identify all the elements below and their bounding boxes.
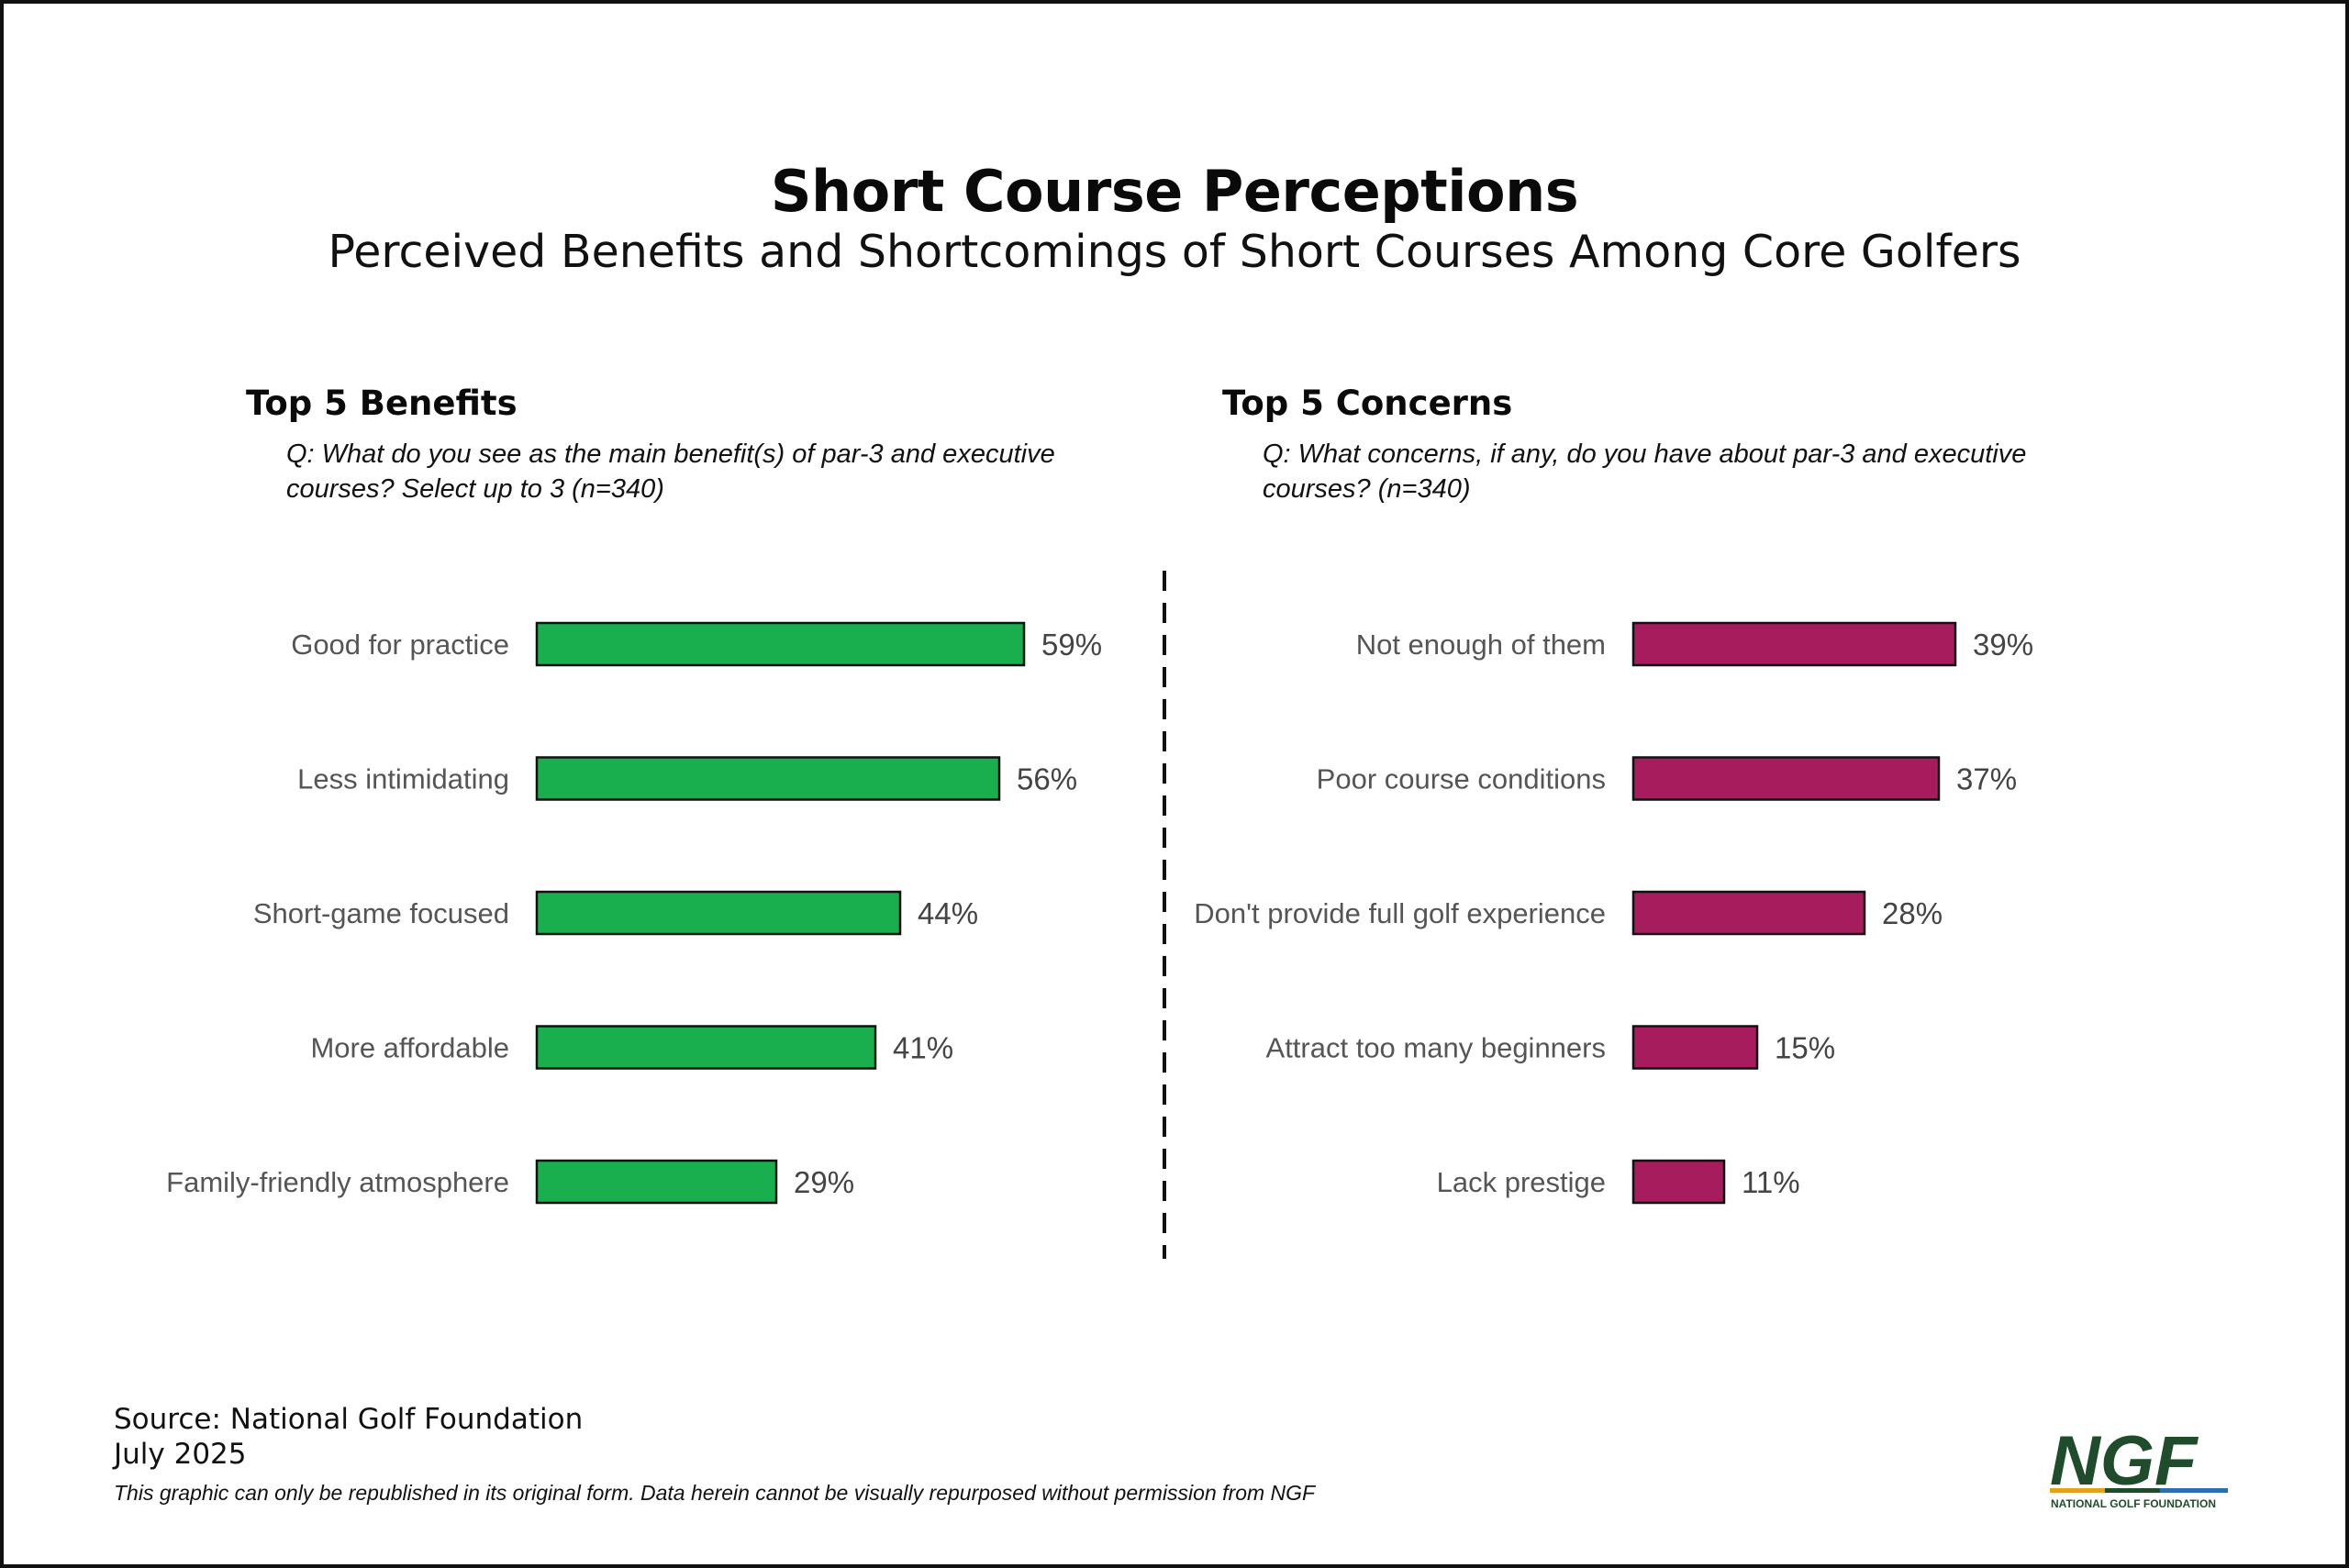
- concern-value-label: 11%: [1742, 1165, 1800, 1199]
- benefit-category-label: More affordable: [310, 1032, 509, 1064]
- concerns-panel-title: Top 5 Concerns: [1222, 384, 1513, 423]
- benefit-value-label: 41%: [893, 1031, 953, 1065]
- logo-mark: NGF: [2050, 1428, 2199, 1500]
- benefit-bar: [535, 621, 1026, 667]
- concern-category-label: Lack prestige: [1437, 1166, 1606, 1198]
- concerns-question: Q: What concerns, if any, do you have ab…: [1263, 439, 2027, 504]
- source-text: Source: National Golf Foundation: [114, 1403, 584, 1436]
- benefit-bar: [535, 890, 902, 936]
- benefit-value-label: 56%: [1017, 762, 1077, 796]
- benefit-value-label: 29%: [794, 1165, 854, 1199]
- disclaimer: This graphic can only be republished in …: [114, 1481, 1316, 1505]
- concern-bar: [1631, 756, 1941, 801]
- benefit-bar: [535, 1159, 778, 1205]
- concern-category-label: Not enough of them: [1356, 628, 1606, 661]
- benefits-panel-title: Top 5 Benefits: [246, 384, 518, 423]
- benefit-category-label: Short-game focused: [253, 897, 509, 929]
- concern-value-label: 39%: [1973, 628, 2033, 662]
- chart-subtitle: Perceived Benefits and Shortcomings of S…: [328, 226, 2021, 278]
- concern-bar: [1631, 1025, 1759, 1070]
- logo-stripe-green: [2105, 1488, 2160, 1493]
- benefit-category-label: Good for practice: [291, 628, 509, 661]
- benefit-value-label: 59%: [1041, 628, 1102, 662]
- benefits-question: Q: What do you see as the main benefit(s…: [286, 439, 1055, 504]
- benefit-bar: [535, 1025, 877, 1070]
- concern-category-label: Don't provide full golf experience: [1194, 897, 1606, 929]
- concern-value-label: 15%: [1775, 1031, 1835, 1065]
- ngf-logo: NGF NATIONAL GOLF FOUNDATION: [2050, 1428, 2228, 1510]
- concern-category-label: Attract too many beginners: [1266, 1032, 1606, 1064]
- concern-bar: [1631, 621, 1957, 667]
- chart-title: Short Course Perceptions: [770, 158, 1579, 225]
- benefit-category-label: Less intimidating: [297, 763, 509, 795]
- benefit-bar: [535, 756, 1001, 801]
- concern-bar: [1631, 890, 1866, 936]
- concern-value-label: 37%: [1956, 762, 2017, 796]
- concern-value-label: 28%: [1882, 896, 1943, 930]
- source-date: July 2025: [114, 1438, 247, 1471]
- logo-stripe-gold: [2050, 1488, 2105, 1493]
- source-note: Source: National Golf Foundation July 20…: [114, 1402, 583, 1472]
- concern-bar: [1631, 1159, 1726, 1205]
- benefit-category-label: Family-friendly atmosphere: [166, 1166, 509, 1198]
- concern-category-label: Poor course conditions: [1317, 763, 1606, 795]
- logo-stripe-blue: [2160, 1488, 2228, 1493]
- logo-tagline: NATIONAL GOLF FOUNDATION: [2051, 1497, 2216, 1510]
- benefit-value-label: 44%: [918, 896, 978, 930]
